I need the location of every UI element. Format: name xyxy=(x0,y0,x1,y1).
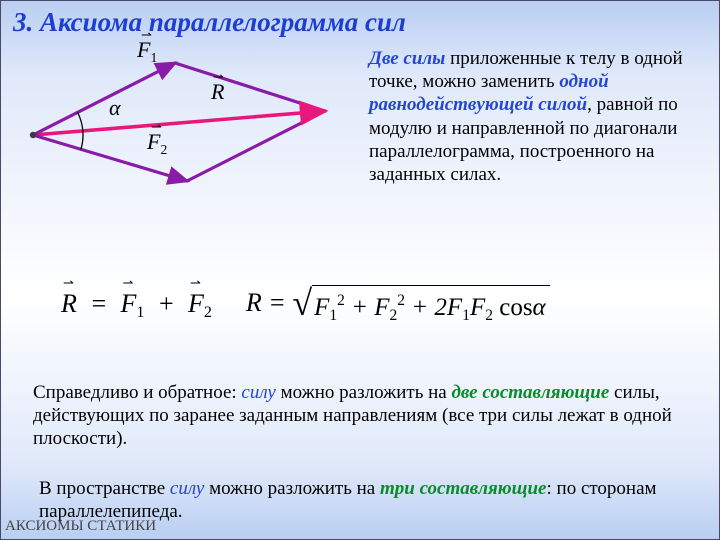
label-alpha: α xyxy=(109,95,121,121)
paragraph-3d: В пространстве силу можно разложить на т… xyxy=(39,477,679,523)
p2-em1: силу xyxy=(241,382,275,403)
p2-t1: Справедливо и обратное: xyxy=(33,382,241,403)
formula-row: ⇀R = ⇀F1 + ⇀F2 R = √ F12 + F22 + 2F1F2 c… xyxy=(61,285,550,325)
p3-em2: три составляющие xyxy=(380,478,547,499)
p3-t1: В пространстве xyxy=(39,478,170,499)
p2-t2: можно разложить на xyxy=(276,382,452,403)
label-F1: ⇀ F1 xyxy=(137,37,157,66)
scalar-equation: R = √ F12 + F22 + 2F1F2 cosα xyxy=(246,285,550,325)
label-R: ⇀ R xyxy=(211,79,224,105)
parallelogram-diagram: ⇀ F1 ⇀ R ⇀ F2 α xyxy=(19,51,339,191)
p3-em1: силу xyxy=(170,478,204,499)
footer-text: АКСИОМЫ СТАТИКИ xyxy=(5,518,156,535)
label-F2: ⇀ F2 xyxy=(147,129,167,158)
slide-title: 3. Аксиома параллелограмма сил xyxy=(1,1,719,38)
p3-t2: можно разложить на xyxy=(204,478,380,499)
vector-equation: ⇀R = ⇀F1 + ⇀F2 xyxy=(61,289,212,322)
definition-text: Две силы приложенные к телу в одной точк… xyxy=(369,47,701,186)
paragraph-converse: Справедливо и обратное: силу можно разло… xyxy=(33,381,673,451)
p2-em2: две составляющие xyxy=(452,382,610,403)
em-two-forces: Две силы xyxy=(369,48,445,69)
